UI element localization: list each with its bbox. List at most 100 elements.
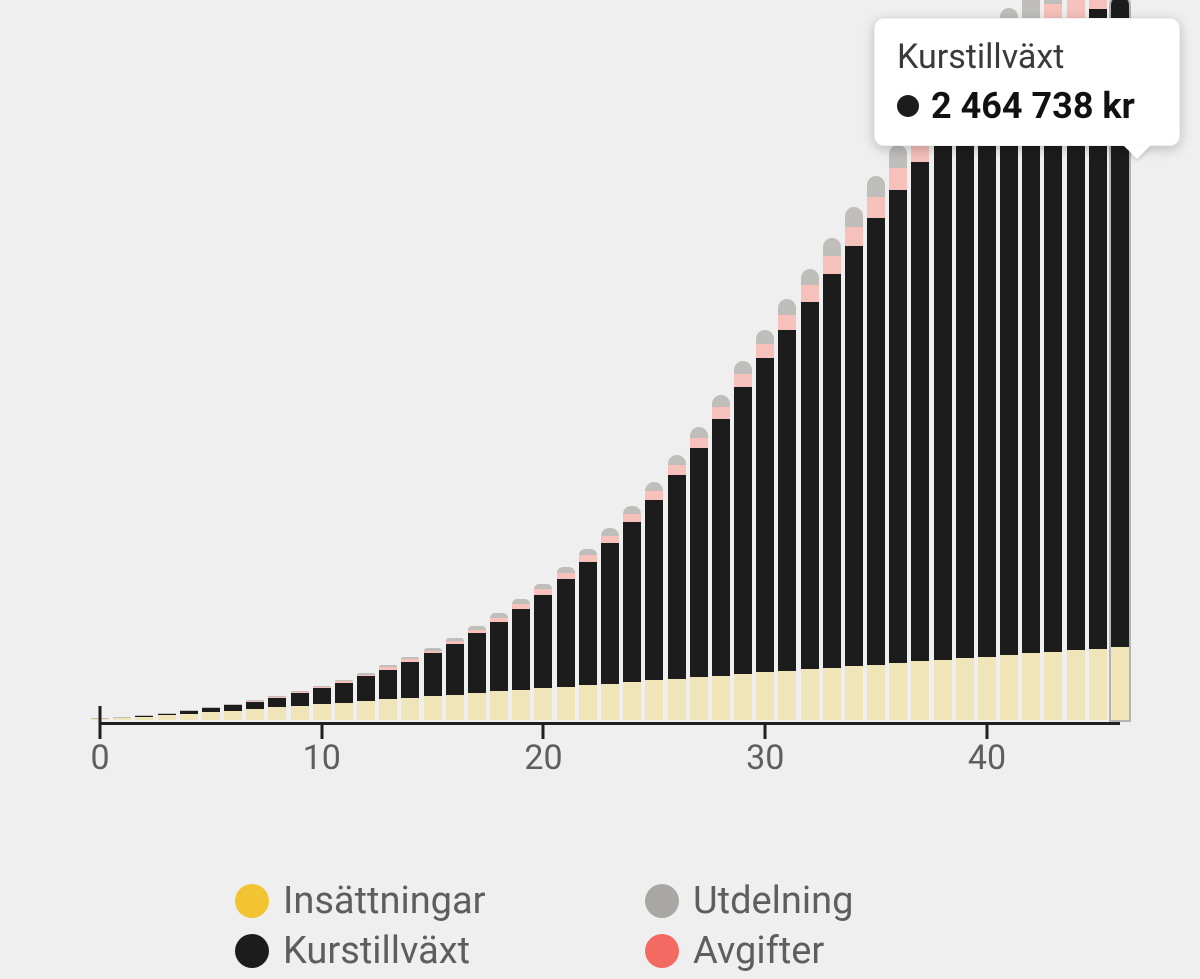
bar-segment-i xyxy=(357,701,375,720)
bar[interactable] xyxy=(180,711,198,720)
bar[interactable] xyxy=(313,686,331,720)
bar-segment-i xyxy=(113,718,131,720)
bar-segment-a xyxy=(601,536,619,543)
bar-segment-k xyxy=(401,662,419,698)
bar-segment-k xyxy=(778,330,796,671)
bar-segment-i xyxy=(801,669,819,720)
bar-segment-u xyxy=(268,696,286,697)
bar[interactable] xyxy=(623,506,641,720)
bar-segment-i xyxy=(1067,650,1085,720)
bar[interactable] xyxy=(357,673,375,720)
bar[interactable] xyxy=(801,269,819,720)
bar-segment-u xyxy=(424,648,442,651)
bar-segment-u xyxy=(734,361,752,374)
bar[interactable] xyxy=(113,718,131,720)
bar-segment-a xyxy=(579,555,597,562)
bar-segment-u xyxy=(313,686,331,687)
bar-segment-a xyxy=(889,168,907,190)
bar[interactable] xyxy=(512,599,530,720)
bar-segment-k xyxy=(978,89,996,657)
bar-segment-a xyxy=(357,675,375,677)
bar[interactable] xyxy=(579,549,597,720)
bar[interactable] xyxy=(778,299,796,720)
legend-dot-icon xyxy=(645,934,679,968)
bar[interactable] xyxy=(823,238,841,720)
bar-segment-k xyxy=(490,622,508,692)
bar-segment-i xyxy=(978,657,996,720)
bar[interactable] xyxy=(424,648,442,720)
bar[interactable] xyxy=(668,455,686,720)
bar[interactable] xyxy=(712,395,730,720)
legend-item-kurstillvaxt[interactable]: Kurstillväxt xyxy=(235,929,605,973)
bar-segment-u xyxy=(712,395,730,407)
bar-segment-k xyxy=(379,670,397,700)
chart-panel: 010203040 Kurstillväxt 2 464 738 kr Insä… xyxy=(0,0,1200,979)
bar-segment-u xyxy=(668,455,686,465)
bar[interactable] xyxy=(734,361,752,720)
legend-item-utdelning[interactable]: Utdelning xyxy=(645,879,965,923)
bar[interactable] xyxy=(911,114,929,720)
bar-segment-i xyxy=(202,712,220,720)
bar-segment-k xyxy=(823,274,841,668)
bar-segment-k xyxy=(601,543,619,684)
bar-segment-a xyxy=(690,438,708,449)
bar-segment-k xyxy=(158,714,176,716)
bar-segment-i xyxy=(823,668,841,720)
bar-segment-a xyxy=(401,659,419,661)
bar[interactable] xyxy=(379,665,397,720)
bar[interactable] xyxy=(468,626,486,720)
bar[interactable] xyxy=(601,528,619,720)
legend-item-insattningar[interactable]: Insättningar xyxy=(235,879,605,923)
bar[interactable] xyxy=(401,657,419,720)
bar-segment-a xyxy=(867,197,885,218)
bar[interactable] xyxy=(867,176,885,720)
bar[interactable] xyxy=(246,700,264,720)
bar[interactable] xyxy=(557,567,575,720)
bar-segment-i xyxy=(1089,649,1107,720)
bar[interactable] xyxy=(956,53,974,720)
bar-segment-k xyxy=(313,688,331,704)
bar-segment-i xyxy=(1111,647,1129,720)
bar[interactable] xyxy=(268,696,286,720)
bar[interactable] xyxy=(224,704,242,720)
bar-segment-k xyxy=(1000,71,1018,655)
bar[interactable] xyxy=(158,713,176,720)
bar-segment-u xyxy=(468,626,486,630)
bar-segment-u xyxy=(335,680,353,682)
bar-segment-a xyxy=(534,589,552,594)
bar-segment-i xyxy=(446,695,464,720)
bar-segment-u xyxy=(801,269,819,286)
bar-segment-k xyxy=(867,218,885,664)
bar[interactable] xyxy=(889,145,907,720)
bar[interactable] xyxy=(845,207,863,720)
legend-label: Avgifter xyxy=(693,929,824,973)
bar-segment-i xyxy=(712,676,730,720)
bar[interactable] xyxy=(534,584,552,720)
bar-segment-i xyxy=(246,709,264,720)
bar-segment-i xyxy=(401,698,419,720)
bar-segment-u xyxy=(823,238,841,256)
bar-segment-i xyxy=(379,699,397,720)
bar[interactable] xyxy=(446,638,464,720)
bar[interactable] xyxy=(690,427,708,720)
bar-segment-k xyxy=(734,387,752,674)
bar-segment-a xyxy=(557,573,575,579)
bar[interactable] xyxy=(202,707,220,720)
legend-item-avgifter[interactable]: Avgifter xyxy=(645,929,965,973)
tooltip-row: 2 464 738 kr xyxy=(897,85,1157,127)
bar-segment-i xyxy=(512,690,530,720)
chart-legend: Insättningar Utdelning Kurstillväxt Avgi… xyxy=(0,879,1200,979)
bar[interactable] xyxy=(490,613,508,720)
bar-segment-i xyxy=(468,693,486,720)
bar-segment-u xyxy=(135,715,153,716)
bar[interactable] xyxy=(756,330,774,720)
bar[interactable] xyxy=(335,679,353,720)
bar-segment-u xyxy=(113,717,131,718)
bar[interactable] xyxy=(291,691,309,720)
bar[interactable] xyxy=(135,716,153,720)
bar-segment-k xyxy=(291,693,309,706)
bar[interactable] xyxy=(645,482,663,720)
bar-segment-i xyxy=(135,717,153,720)
bar-segment-u xyxy=(246,700,264,701)
bar[interactable] xyxy=(934,82,952,720)
